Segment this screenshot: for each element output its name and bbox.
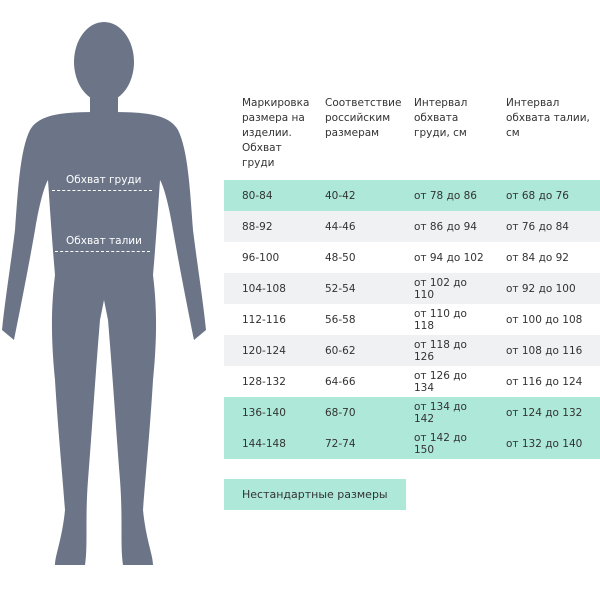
table-cell: от 68 до 76 xyxy=(506,189,569,202)
table-row: 96-100 48-50 от 94 до 102 от 84 до 92 xyxy=(224,242,600,273)
table-cell: 136-140 xyxy=(242,406,286,419)
table-row: 104-108 52-54 от 102 до 110 от 92 до 100 xyxy=(224,273,600,304)
nonstandard-sizes-button[interactable]: Нестандартные размеры xyxy=(224,479,406,510)
table-cell: 112-116 xyxy=(242,313,286,326)
table-cell: 68-70 xyxy=(325,406,356,419)
table-cell: от 110 до 118 xyxy=(414,307,467,332)
table-cell: от 108 до 116 xyxy=(506,344,583,357)
table-cell: 120-124 xyxy=(242,344,286,357)
table-cell: 64-66 xyxy=(325,375,356,388)
table-cell: 80-84 xyxy=(242,189,273,202)
chest-line xyxy=(52,190,152,191)
table-cell: от 142 до 150 xyxy=(414,431,467,456)
table-cell: 144-148 xyxy=(242,437,286,450)
table-cell: 128-132 xyxy=(242,375,286,388)
table-cell: от 76 до 84 xyxy=(506,220,569,233)
header-chest: Интервал обхвата груди, см xyxy=(414,97,468,139)
table-cell: 96-100 xyxy=(242,251,280,264)
table-cell: от 84 до 92 xyxy=(506,251,569,264)
table-cell: от 116 до 124 xyxy=(506,375,583,388)
body-silhouette xyxy=(2,22,206,565)
table-cell: 72-74 xyxy=(325,437,356,450)
header-marking: Маркировка размера на изделии. Обхват гр… xyxy=(242,97,310,169)
chest-label: Обхват груди xyxy=(66,174,142,186)
table-cell: 44-46 xyxy=(325,220,356,233)
header-russian-size: Соответствие российским размерам xyxy=(325,97,402,139)
table-cell: 88-92 xyxy=(242,220,273,233)
table-header: Маркировка размера на изделии. Обхват гр… xyxy=(224,96,600,180)
table-cell: 56-58 xyxy=(325,313,356,326)
table-cell: от 78 до 86 xyxy=(414,189,477,202)
table-row: 128-132 64-66 от 126 до 134 от 116 до 124 xyxy=(224,366,600,397)
table-cell: от 118 до 126 xyxy=(414,338,467,363)
table-row: 80-84 40-42 от 78 до 86 от 68 до 76 xyxy=(224,180,600,211)
table-row: 120-124 60-62 от 118 до 126 от 108 до 116 xyxy=(224,335,600,366)
table-cell: 52-54 xyxy=(325,282,356,295)
table-cell: 40-42 xyxy=(325,189,356,202)
table-cell: от 102 до 110 xyxy=(414,276,467,301)
table-row: 112-116 56-58 от 110 до 118 от 100 до 108 xyxy=(224,304,600,335)
table-cell: от 124 до 132 xyxy=(506,406,583,419)
table-cell: от 86 до 94 xyxy=(414,220,477,233)
header-waist: Интервал обхвата талии, см xyxy=(506,97,590,139)
waist-label: Обхват талии xyxy=(66,235,142,247)
table-cell: 60-62 xyxy=(325,344,356,357)
table-cell: 104-108 xyxy=(242,282,286,295)
table-cell: от 94 до 102 xyxy=(414,251,484,264)
table-row: 88-92 44-46 от 86 до 94 от 76 до 84 xyxy=(224,211,600,242)
table-cell: 48-50 xyxy=(325,251,356,264)
table-cell: от 132 до 140 xyxy=(506,437,583,450)
table-cell: от 126 до 134 xyxy=(414,369,467,394)
table-cell: от 100 до 108 xyxy=(506,313,583,326)
table-row: 144-148 72-74 от 142 до 150 от 132 до 140 xyxy=(224,428,600,459)
table-cell: от 92 до 100 xyxy=(506,282,576,295)
table-cell: от 134 до 142 xyxy=(414,400,467,425)
waist-line xyxy=(55,251,150,252)
size-table: Маркировка размера на изделии. Обхват гр… xyxy=(224,96,600,459)
table-row: 136-140 68-70 от 134 до 142 от 124 до 132 xyxy=(224,397,600,428)
